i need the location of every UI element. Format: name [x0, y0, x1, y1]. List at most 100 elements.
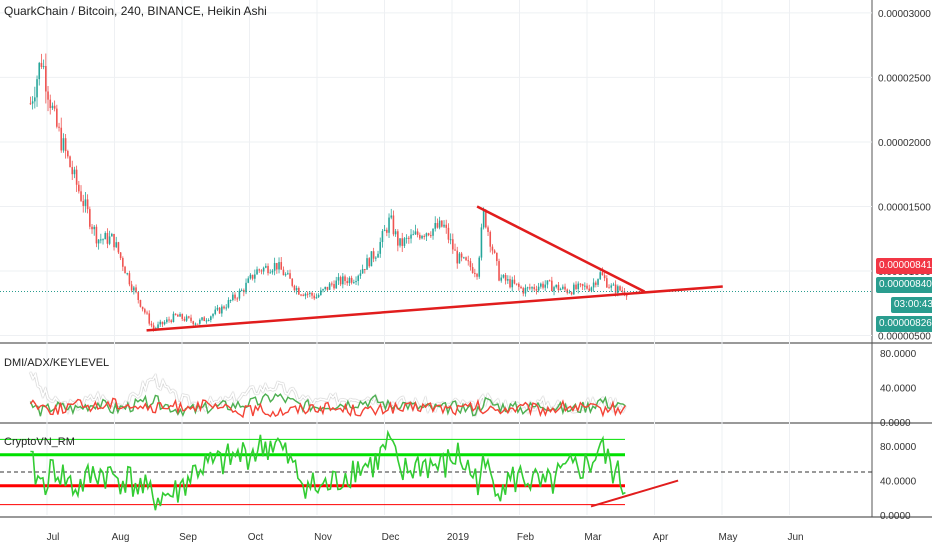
- dmi-pane-label: DMI/ADX/KEYLEVEL: [4, 357, 110, 369]
- candle-body: [482, 209, 485, 228]
- candle-body: [201, 317, 203, 320]
- candle-body: [265, 265, 267, 268]
- candle-body: [542, 283, 544, 288]
- candle-body: [229, 299, 232, 301]
- rm-tick-label: 80.0000: [880, 442, 917, 453]
- candle-body: [31, 101, 34, 104]
- candle-body: [531, 287, 533, 289]
- candle-body: [394, 231, 397, 235]
- candle-body: [518, 283, 520, 287]
- candle-body: [111, 233, 113, 237]
- candle-body: [397, 231, 399, 246]
- candle-body: [262, 267, 265, 272]
- candle-body: [335, 280, 338, 289]
- countdown-tag: 03:00:43: [891, 297, 932, 313]
- candle-body: [454, 249, 456, 251]
- candle-body: [86, 199, 89, 210]
- candle-body: [353, 282, 355, 284]
- candle-body: [177, 314, 179, 317]
- price-tick-label: 0.00003000: [878, 9, 931, 20]
- ascending-trendline: [146, 285, 723, 332]
- candle-body: [474, 272, 476, 274]
- candle-body: [348, 277, 351, 284]
- candle-body: [216, 307, 219, 310]
- price-tick-label: 0.00001500: [878, 202, 931, 213]
- candle-body: [291, 278, 294, 286]
- candle-body: [606, 278, 608, 288]
- candle-body: [199, 319, 201, 324]
- candle-body: [192, 321, 195, 325]
- candle-body: [564, 286, 566, 290]
- candle-body: [95, 226, 98, 244]
- candle-body: [401, 238, 404, 246]
- adx-line: [29, 371, 627, 418]
- candle-body: [249, 274, 252, 279]
- di-minus-line: [29, 397, 626, 419]
- candle-body: [60, 127, 63, 151]
- candle-body: [232, 294, 234, 300]
- candle-body: [126, 273, 129, 275]
- candle-body: [346, 281, 349, 284]
- candle-body: [555, 284, 558, 288]
- second-price-tag: 0.00000840: [876, 277, 932, 293]
- candle-body: [445, 224, 448, 228]
- candle-body: [218, 307, 221, 314]
- candle-body: [584, 285, 586, 287]
- candle-body: [559, 288, 562, 291]
- candle-body: [603, 275, 606, 279]
- candle-body: [236, 298, 239, 300]
- candle-body: [302, 294, 305, 296]
- candle-body: [548, 280, 551, 282]
- candle-body: [573, 284, 575, 295]
- price-tick-label: 0.00000500: [878, 332, 931, 343]
- candle-body: [595, 282, 597, 285]
- time-tick-label: Feb: [517, 532, 535, 543]
- candle-body: [84, 199, 87, 206]
- candle-body: [386, 229, 388, 233]
- candle-body: [163, 322, 166, 325]
- candle-body: [67, 151, 69, 157]
- candle-body: [410, 234, 412, 239]
- candle-body: [577, 283, 580, 290]
- candle-body: [311, 292, 313, 296]
- candle-body: [49, 99, 52, 109]
- candle-body: [328, 283, 331, 290]
- candle-body: [188, 316, 190, 318]
- candle-body: [40, 62, 43, 67]
- time-tick-label: 2019: [447, 532, 470, 543]
- current-price-tag: 0.00000841: [876, 258, 932, 274]
- candle-body: [551, 280, 553, 292]
- dmi-tick-label: 40.0000: [880, 384, 917, 395]
- candle-body: [139, 299, 142, 307]
- candle-body: [500, 277, 503, 281]
- candle-body: [579, 283, 582, 285]
- candle-body: [331, 283, 333, 285]
- candle-body: [69, 156, 71, 168]
- candle-body: [36, 79, 38, 98]
- candle-body: [185, 316, 188, 321]
- candle-body: [447, 227, 450, 240]
- rm-pane-label: CryptoVN_RM: [4, 436, 75, 448]
- candle-body: [529, 287, 531, 289]
- candle-body: [282, 269, 285, 276]
- candle-body: [251, 274, 254, 279]
- candle-body: [597, 279, 599, 285]
- candle-body: [355, 280, 357, 283]
- candle-body: [590, 287, 593, 291]
- candle-body: [315, 297, 318, 299]
- candle-body: [56, 108, 58, 127]
- candle-body: [599, 272, 602, 280]
- candle-body: [181, 314, 184, 319]
- candle-body: [489, 231, 492, 247]
- candle-body: [89, 209, 91, 227]
- candle-body: [621, 290, 624, 292]
- candle-body: [476, 273, 478, 277]
- candle-body: [377, 253, 379, 258]
- candle-body: [535, 289, 538, 291]
- candle-body: [223, 306, 225, 309]
- candle-body: [247, 278, 250, 283]
- candle-body: [146, 312, 148, 314]
- candle-body: [432, 228, 434, 236]
- candle-body: [533, 287, 536, 290]
